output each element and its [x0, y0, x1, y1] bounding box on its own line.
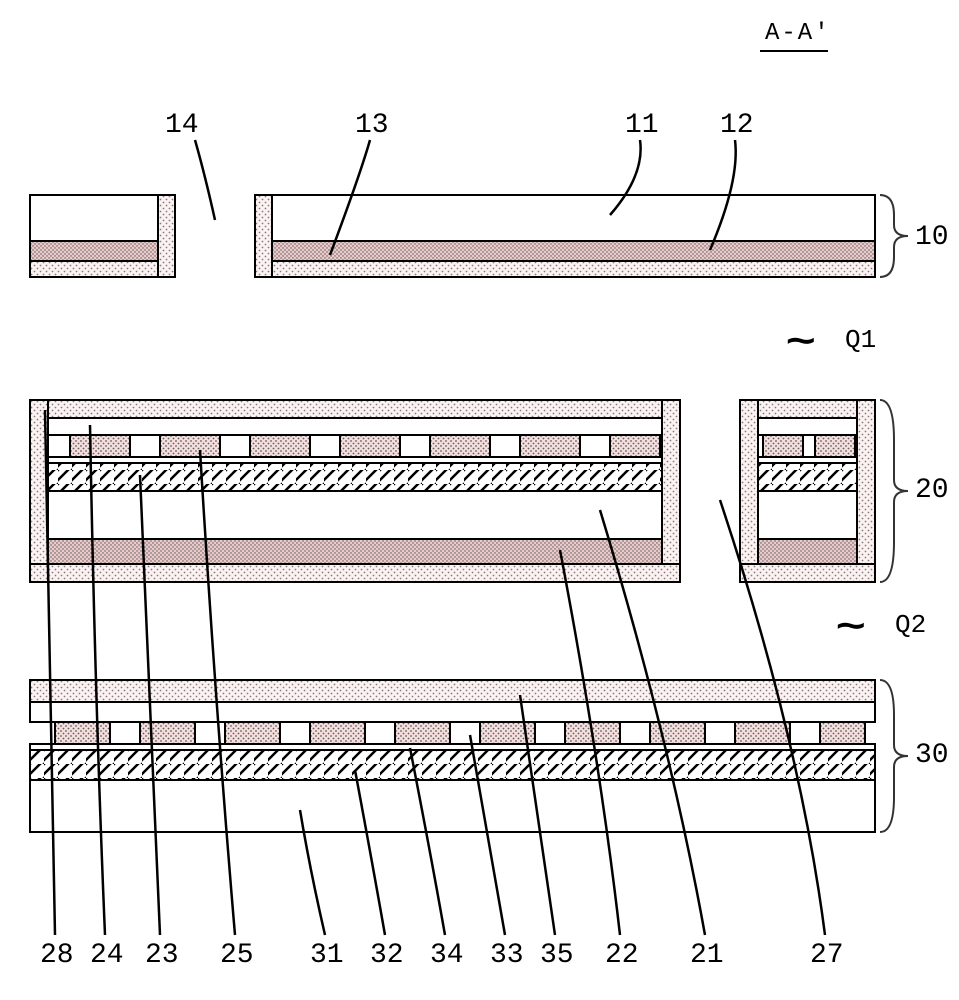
- num-25: 25: [220, 940, 254, 971]
- section-label: A-A': [765, 20, 831, 47]
- num-28: 28: [40, 940, 74, 971]
- num-23: 23: [145, 940, 179, 971]
- num-27: 27: [810, 940, 844, 971]
- label-q2: Q2: [895, 610, 926, 640]
- label-10: 10: [915, 222, 949, 253]
- num-35: 35: [540, 940, 574, 971]
- num-21: 21: [690, 940, 724, 971]
- num-13: 13: [355, 110, 389, 141]
- brace-30: [880, 680, 910, 832]
- num-34: 34: [430, 940, 464, 971]
- num-14: 14: [165, 110, 199, 141]
- num-33: 33: [490, 940, 524, 971]
- tilde-q2: ∼: [836, 605, 866, 648]
- section-label-underline: [760, 50, 828, 52]
- brace-10: [880, 195, 910, 277]
- brace-20: [880, 400, 910, 582]
- num-11: 11: [625, 110, 659, 141]
- tilde-q1: ∼: [786, 320, 816, 363]
- group-10: [30, 195, 875, 279]
- num-32: 32: [370, 940, 404, 971]
- num-31: 31: [310, 940, 344, 971]
- num-24: 24: [90, 940, 124, 971]
- leaders-bottom: [0, 0, 959, 1000]
- diagram-root: A-A': [0, 0, 959, 1000]
- label-30: 30: [915, 740, 949, 771]
- label-q1: Q1: [845, 325, 876, 355]
- group-30: [30, 680, 875, 835]
- label-20: 20: [915, 475, 949, 506]
- num-12: 12: [720, 110, 754, 141]
- group-20: [30, 400, 875, 585]
- num-22: 22: [605, 940, 639, 971]
